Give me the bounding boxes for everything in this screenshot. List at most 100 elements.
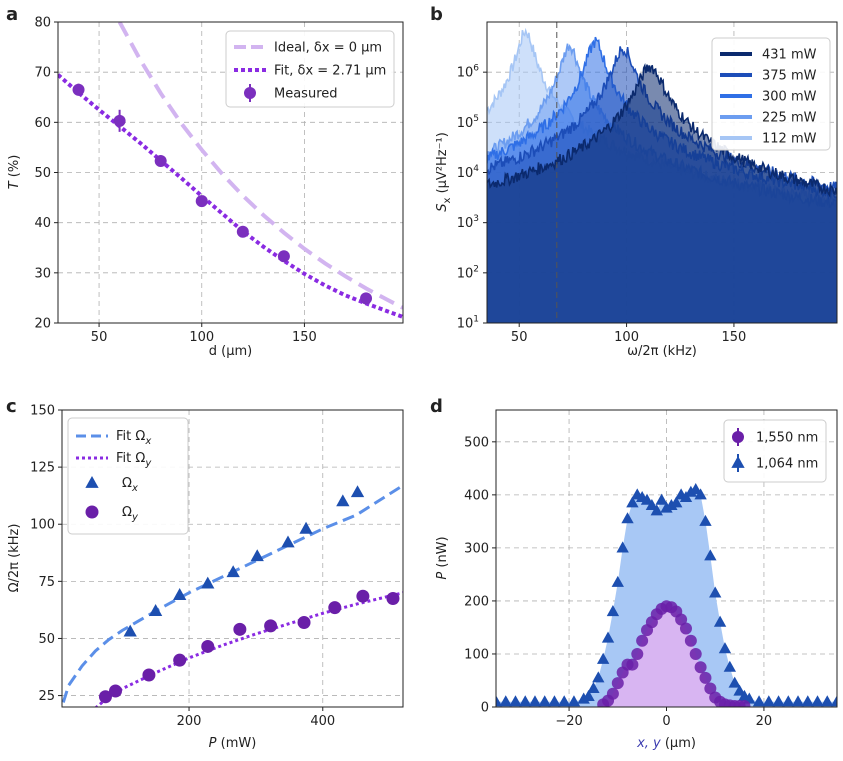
profile-1550-point [738, 699, 751, 707]
measured-point [277, 250, 290, 263]
legend-1550-marker [732, 431, 744, 443]
omega-y-point [328, 601, 342, 615]
panel-c-chart: 200 400 25 50 75 100 125 150 P (mW) Ω/2π (kHz) Fit… [7, 404, 404, 751]
omega-x-point [336, 494, 350, 507]
omega-x-point [226, 565, 240, 578]
panel-a-y-tick-label: 20 [34, 317, 51, 332]
profile-1064-point [791, 695, 805, 707]
panel-d-x-tick-label: −20 [555, 714, 582, 729]
fit-omega-x-line [62, 484, 403, 703]
legend-omega-y-label: Ωy [122, 505, 139, 523]
panel-c-y-tick-label: 75 [38, 575, 55, 590]
panel-d-y-tick-label: 500 [464, 435, 489, 450]
spectrum-fill [487, 64, 837, 323]
profile-1550-point [699, 671, 712, 684]
measured-point [195, 195, 208, 208]
omega-y-point [233, 622, 247, 636]
profile-1064-point [611, 575, 624, 587]
panel-label-b: b [430, 4, 443, 25]
profile-1064-point [650, 504, 663, 516]
legend-1064-label: 1,064 nm [756, 457, 818, 472]
panel-a-y-tick-label: 40 [34, 216, 51, 231]
legend-frame [225, 30, 395, 108]
legend-power-label: 112 mW [762, 132, 817, 147]
profile-1550-point [626, 658, 639, 671]
panel-b-y-tick-label: 104 [457, 164, 480, 181]
omega-x-point [250, 549, 264, 562]
legend-fit-y-label: Fit Ωy [116, 451, 152, 469]
legend-1064-marker [731, 456, 745, 468]
spectrum-line [487, 63, 837, 198]
panel-a-x-tick-label: 100 [189, 330, 214, 345]
panel-d-y-axis-label: P (nW) [435, 536, 450, 579]
panel-b-y-axis-label: Sx (μV²Hz⁻¹) [435, 132, 453, 212]
panel-d-y-tick-label: 100 [464, 647, 489, 662]
profile-1550-point [689, 647, 702, 660]
omega-y-point [142, 668, 156, 682]
fit-omega-y-line [94, 591, 403, 707]
panel-a-x-tick-label: 150 [292, 330, 317, 345]
profile-1064-point [704, 549, 717, 561]
profile-1550-point [684, 634, 697, 647]
panel-b-y-tick-label: 106 [457, 64, 480, 81]
profile-1064-point [655, 493, 668, 505]
profile-1550-point [675, 613, 688, 626]
panel-b-plot-area [487, 22, 837, 323]
profile-1064-point [509, 695, 522, 707]
omega-x-point [281, 535, 295, 548]
panel-d-axes-frame [495, 409, 838, 708]
panel-b-y-tick-label: 102 [457, 264, 479, 281]
profile-1064-point [752, 695, 766, 707]
profile-1064-point [694, 488, 707, 500]
panel-d-y-tick-label: 400 [464, 488, 489, 503]
panel-b-axes-frame [486, 21, 838, 324]
panel-label-a: a [6, 4, 18, 25]
profile-1064-point [519, 695, 532, 707]
panel-c-plot-area [62, 484, 403, 707]
legend-frame [711, 37, 831, 151]
omega-x-point [123, 624, 137, 637]
profile-1064-point [728, 676, 741, 688]
panel-d-y-tick-label: 200 [464, 594, 489, 609]
omega-x-point [148, 604, 163, 616]
profile-1064-point [830, 695, 837, 707]
omega-x-point [299, 521, 313, 534]
panel-a-chart: 50 100 150 20 30 40 50 60 70 80 d (μm) T (%) Ideal, … [7, 16, 404, 359]
panel-c-y-tick-label: 25 [38, 689, 55, 704]
profile-1064-point [821, 695, 834, 707]
panel-c-y-tick-label: 150 [30, 404, 55, 419]
profile-1064-point [592, 671, 605, 683]
omega-y-point [297, 615, 311, 629]
panel-a-x-axis-label: d (μm) [209, 344, 252, 359]
measured-point [113, 114, 126, 127]
panel-d-plot-area [496, 483, 837, 707]
panel-a-y-tick-label: 60 [34, 116, 51, 131]
legend-ideal-label: Ideal, δx = 0 μm [274, 41, 382, 56]
profile-1064-point [606, 605, 620, 617]
profile-1064-point [782, 695, 795, 707]
omega-y-point [264, 619, 278, 633]
profile-1064-point [528, 695, 542, 707]
profile-1064-point [548, 695, 561, 707]
panel-b-x-axis-label: ω/2π (kHz) [627, 344, 697, 359]
legend-power-label: 225 mW [762, 111, 817, 126]
panel-d-x-axis-label: x, y (μm) [636, 736, 696, 751]
measured-point [154, 154, 167, 167]
panel-c-y-tick-label: 100 [30, 518, 55, 533]
profile-1550-point [631, 647, 644, 660]
panel-b-x-tick-label: 100 [614, 330, 639, 345]
panel-a-y-axis-label: T (%) [7, 155, 22, 190]
panel-b-x-tick-label: 150 [722, 330, 747, 345]
panel-c-y-tick-label: 50 [38, 632, 55, 647]
profile-1064-point [709, 586, 722, 598]
profile-1550-point [694, 661, 707, 674]
profile-1064-point [499, 695, 512, 707]
legend-omega-x-marker [85, 476, 99, 488]
profile-1064-point [616, 541, 629, 553]
profile-1064-point [538, 695, 551, 707]
legend-measured-label: Measured [274, 87, 338, 102]
profile-1064-point [811, 695, 824, 707]
profile-1550-fill [603, 606, 745, 707]
panel-a-y-tick-label: 50 [34, 166, 51, 181]
